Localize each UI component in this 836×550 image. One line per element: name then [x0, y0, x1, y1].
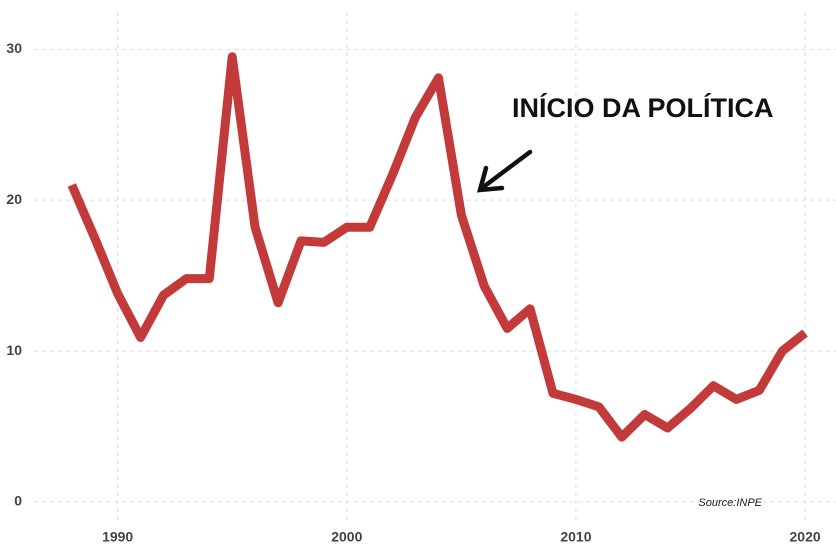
- arrow-head: [476, 165, 505, 193]
- x-tick-label: 2000: [331, 529, 362, 545]
- x-tick-label: 1990: [102, 529, 133, 545]
- y-tick-label: 20: [6, 191, 22, 207]
- y-tick-label: 10: [6, 342, 22, 358]
- x-tick-label: 2020: [790, 529, 821, 545]
- y-tick-label: 0: [14, 493, 22, 509]
- grid: [34, 12, 836, 520]
- x-tick-label: 2010: [560, 529, 591, 545]
- arrow: [476, 149, 533, 193]
- arrow-shaft: [479, 149, 533, 191]
- source: Source:INPE: [698, 497, 762, 509]
- annotation: INÍCIO DA POLÍTICA: [512, 92, 774, 123]
- series-line: [67, 52, 808, 442]
- y-tick-label: 30: [6, 40, 22, 56]
